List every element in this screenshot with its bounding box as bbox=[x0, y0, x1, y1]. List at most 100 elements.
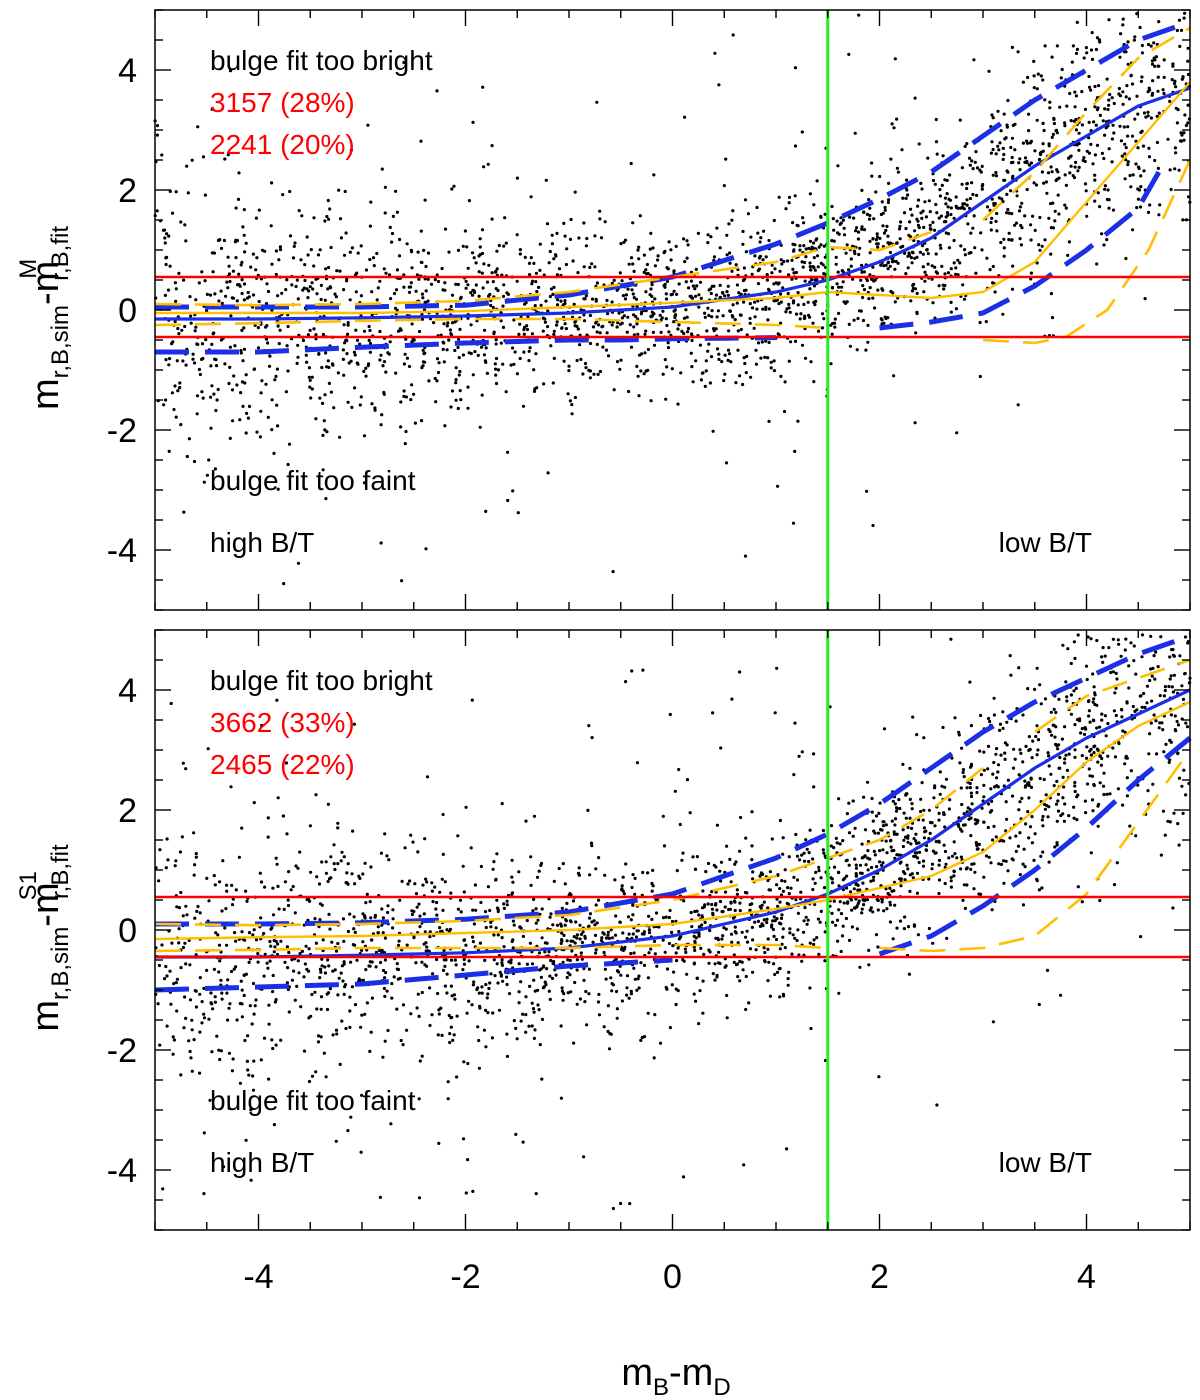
data-point-bottom bbox=[501, 964, 504, 967]
data-point-bottom bbox=[424, 878, 427, 881]
data-point-bottom bbox=[349, 1116, 352, 1119]
data-point-bottom bbox=[199, 911, 202, 914]
data-point-top bbox=[647, 272, 650, 275]
data-point-top bbox=[1136, 113, 1139, 116]
data-point-top bbox=[1011, 137, 1014, 140]
data-point-top bbox=[1135, 206, 1138, 209]
data-point-bottom bbox=[1065, 695, 1068, 698]
data-point-bottom bbox=[1040, 702, 1043, 705]
data-point-top bbox=[317, 353, 320, 356]
data-point-top bbox=[790, 259, 793, 262]
data-point-bottom bbox=[1113, 709, 1116, 712]
data-point-top bbox=[290, 283, 293, 286]
data-point-bottom bbox=[922, 865, 925, 868]
data-point-top bbox=[389, 340, 392, 343]
data-point-bottom bbox=[733, 961, 736, 964]
data-point-top bbox=[427, 252, 430, 255]
data-point-bottom bbox=[253, 1013, 256, 1016]
data-point-top bbox=[876, 235, 879, 238]
data-point-bottom bbox=[1019, 752, 1022, 755]
data-point-bottom bbox=[501, 936, 504, 939]
data-point-bottom bbox=[1126, 776, 1129, 779]
data-point-top bbox=[865, 490, 868, 493]
data-point-top bbox=[175, 287, 178, 290]
data-point-bottom bbox=[780, 913, 783, 916]
data-point-top bbox=[534, 280, 537, 283]
data-point-top bbox=[969, 232, 972, 235]
data-point-top bbox=[990, 217, 993, 220]
data-point-top bbox=[318, 397, 321, 400]
data-point-top bbox=[961, 183, 964, 186]
data-point-bottom bbox=[227, 1007, 230, 1010]
data-point-bottom bbox=[1114, 755, 1117, 758]
data-point-top bbox=[1120, 139, 1123, 142]
data-point-bottom bbox=[803, 860, 806, 863]
data-point-bottom bbox=[382, 969, 385, 972]
data-point-top bbox=[1024, 156, 1027, 159]
data-point-bottom bbox=[1083, 733, 1086, 736]
data-point-top bbox=[1147, 90, 1150, 93]
data-point-top bbox=[270, 428, 273, 431]
data-point-top bbox=[1157, 213, 1160, 216]
data-point-bottom bbox=[580, 951, 583, 954]
data-point-top bbox=[1017, 161, 1020, 164]
data-point-top bbox=[964, 253, 967, 256]
data-point-bottom bbox=[465, 806, 468, 809]
data-point-top bbox=[409, 285, 412, 288]
data-point-bottom bbox=[471, 699, 474, 702]
data-point-bottom bbox=[170, 942, 173, 945]
data-point-bottom bbox=[1017, 666, 1020, 669]
data-point-bottom bbox=[915, 733, 918, 736]
data-point-top bbox=[383, 267, 386, 270]
data-point-bottom bbox=[671, 944, 674, 947]
data-point-top bbox=[180, 329, 183, 332]
data-point-top bbox=[913, 257, 916, 260]
data-point-bottom bbox=[1044, 808, 1047, 811]
data-point-top bbox=[1058, 177, 1061, 180]
data-point-top bbox=[630, 288, 633, 291]
data-point-bottom bbox=[354, 931, 357, 934]
data-point-top bbox=[530, 195, 533, 198]
data-point-bottom bbox=[295, 985, 298, 988]
data-point-bottom bbox=[526, 919, 529, 922]
data-point-top bbox=[795, 313, 798, 316]
data-point-bottom bbox=[542, 986, 545, 989]
data-point-top bbox=[943, 178, 946, 181]
data-point-top bbox=[394, 307, 397, 310]
data-point-top bbox=[1187, 104, 1190, 107]
data-point-bottom bbox=[1102, 646, 1105, 649]
data-point-bottom bbox=[938, 859, 941, 862]
data-point-top bbox=[392, 215, 395, 218]
data-point-bottom bbox=[684, 951, 687, 954]
data-point-bottom bbox=[380, 852, 383, 855]
data-point-bottom bbox=[327, 964, 330, 967]
data-point-top bbox=[869, 251, 872, 254]
data-point-top bbox=[887, 201, 890, 204]
data-point-top bbox=[367, 362, 370, 365]
data-point-top bbox=[766, 356, 769, 359]
data-point-top bbox=[240, 263, 243, 266]
data-point-bottom bbox=[157, 879, 160, 882]
data-point-top bbox=[923, 271, 926, 274]
data-point-bottom bbox=[1092, 697, 1095, 700]
data-point-top bbox=[804, 255, 807, 258]
data-point-bottom bbox=[677, 768, 680, 771]
data-point-top bbox=[751, 306, 754, 309]
data-point-bottom bbox=[866, 781, 869, 784]
data-point-bottom bbox=[870, 866, 873, 869]
data-point-top bbox=[551, 293, 554, 296]
data-point-top bbox=[425, 289, 428, 292]
data-point-bottom bbox=[269, 960, 272, 963]
data-point-bottom bbox=[1153, 654, 1156, 657]
data-point-top bbox=[868, 214, 871, 217]
data-point-bottom bbox=[259, 872, 262, 875]
data-point-top bbox=[204, 194, 207, 197]
data-point-top bbox=[532, 262, 535, 265]
data-point-bottom bbox=[288, 1010, 291, 1013]
data-point-top bbox=[647, 348, 650, 351]
data-point-top bbox=[812, 265, 815, 268]
data-point-bottom bbox=[776, 971, 779, 974]
data-point-bottom bbox=[1050, 734, 1053, 737]
data-point-bottom bbox=[916, 892, 919, 895]
data-point-bottom bbox=[734, 860, 737, 863]
